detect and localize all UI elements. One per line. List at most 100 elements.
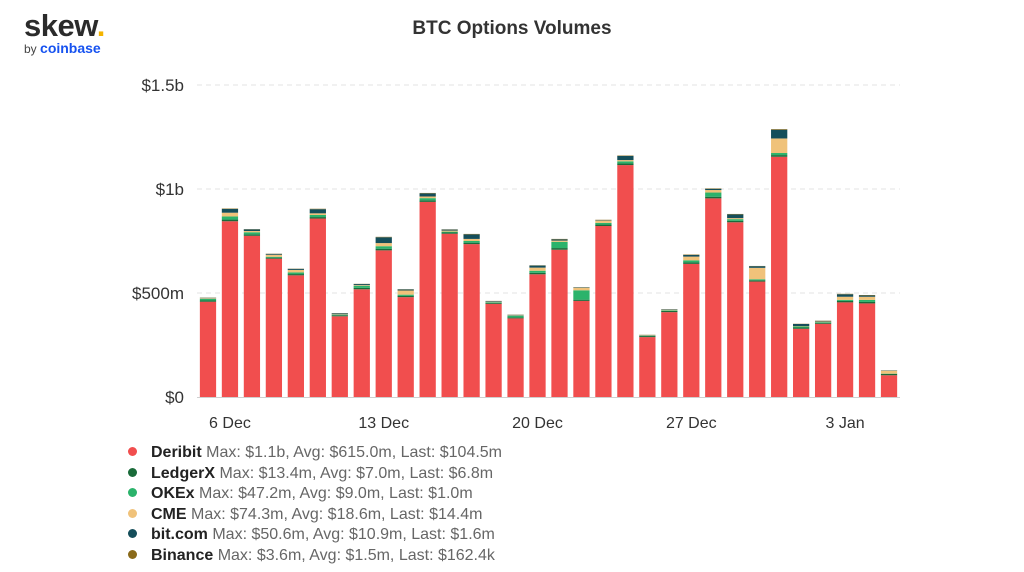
logo-wordmark: skew. (24, 9, 105, 43)
bar-segment (463, 234, 480, 239)
bar-segment (814, 322, 832, 323)
bar-segment (749, 281, 766, 397)
bar-segment (243, 229, 261, 232)
bar-segment (705, 196, 722, 199)
logo-brand-name: coinbase (40, 40, 101, 56)
legend-item[interactable]: LedgerX Max: $13.4m, Avg: $7.0m, Last: $… (128, 464, 502, 485)
bar-segment (309, 218, 326, 397)
x-tick-label: 13 Dec (358, 415, 409, 432)
bar-segment (661, 310, 678, 313)
bar-segment (595, 226, 612, 397)
bar-segment (485, 303, 502, 397)
bar-segment (397, 289, 414, 291)
legend-item[interactable]: Deribit Max: $1.1b, Avg: $615.0m, Last: … (128, 443, 502, 464)
bar-segment (727, 220, 744, 223)
bar-segment (858, 299, 876, 302)
legend-marker (128, 529, 137, 539)
legend-marker (128, 467, 137, 477)
bar-segment (265, 258, 283, 397)
bar-segment (727, 214, 744, 219)
bar-segment (793, 328, 810, 397)
bar-segment (880, 373, 898, 376)
bar-segment (573, 287, 590, 291)
bar-segment (529, 272, 546, 275)
bar-segment (221, 216, 239, 220)
bar-segment (836, 294, 854, 297)
bar-segment (397, 290, 414, 295)
legend-series-name: OKEx (151, 485, 195, 503)
bar-segment (265, 256, 283, 258)
bar-segment (749, 267, 766, 280)
bar-segment (353, 284, 370, 286)
bar-segment (573, 300, 590, 397)
bar-segment (485, 302, 502, 303)
bar-segment (573, 290, 590, 300)
y-tick-label: $1b (156, 180, 184, 199)
bar-segment (617, 155, 634, 161)
bar-segment (793, 327, 810, 329)
legend-series-stats: Max: $50.6m, Avg: $10.9m, Last: $1.6m (207, 526, 495, 544)
bar-segment (309, 217, 326, 219)
bar-segment (485, 301, 502, 302)
bar-segment (419, 200, 436, 202)
logo-byline: by coinbase (24, 40, 105, 56)
bar-segment (287, 274, 304, 276)
bar-segment (507, 315, 524, 318)
bar-segment (353, 289, 370, 397)
legend-series-name: bit.com (151, 526, 208, 544)
bar-segment (617, 163, 634, 166)
x-tick-label: 27 Dec (666, 415, 717, 432)
legend-series-stats: Max: $74.3m, Avg: $18.6m, Last: $14.4m (186, 505, 483, 523)
bar-segment (705, 192, 722, 197)
bar-segment (551, 249, 568, 397)
legend-series-name: Binance (151, 546, 214, 564)
bar-segment (683, 260, 700, 263)
bar-segment (243, 232, 261, 235)
bar-segment (287, 269, 304, 273)
bar-segment (221, 221, 239, 397)
bar-segment (397, 297, 414, 397)
y-tick-label: $1.5b (141, 76, 184, 95)
logo-dot: . (96, 8, 106, 43)
bar-segment (485, 302, 502, 304)
bar-segment (595, 224, 612, 227)
bar-segment (617, 165, 634, 397)
bar-segment (309, 209, 326, 214)
bar-segment (727, 219, 744, 221)
bar-segment (441, 233, 458, 397)
bar-segment (551, 248, 568, 250)
legend-item[interactable]: CME Max: $74.3m, Avg: $18.6m, Last: $14.… (128, 505, 502, 526)
bar-segment (573, 299, 590, 301)
bar-segment (551, 240, 568, 242)
bar-segment (309, 213, 326, 215)
bar-segment (353, 285, 370, 286)
bar-segment (397, 295, 414, 298)
bar-segment (814, 323, 832, 397)
bar-segment (639, 336, 656, 338)
bar-segment (793, 326, 810, 328)
bar-segment (375, 250, 392, 397)
x-tick-label: 20 Dec (512, 415, 563, 432)
bar-segment (353, 285, 370, 288)
bar-segment (441, 231, 458, 233)
bar-segment (814, 322, 832, 324)
bar-segment (858, 301, 876, 304)
bar-segment (375, 246, 392, 249)
legend-item[interactable]: OKEx Max: $47.2m, Avg: $9.0m, Last: $1.0… (128, 484, 502, 505)
bar-segment (331, 314, 348, 316)
bar-segment (880, 375, 898, 397)
bar-segment (551, 239, 568, 241)
bar-segment (287, 268, 304, 270)
bar-segment (683, 263, 700, 397)
bar-segment (199, 301, 217, 397)
bar-segment (858, 303, 876, 397)
bar-segment (771, 138, 788, 154)
legend-series-stats: Max: $13.4m, Avg: $7.0m, Last: $6.8m (215, 464, 494, 482)
legend-series-name: LedgerX (151, 464, 216, 482)
legend-item[interactable]: bit.com Max: $50.6m, Avg: $10.9m, Last: … (128, 525, 502, 546)
legend-item[interactable]: Binance Max: $3.6m, Avg: $1.5m, Last: $1… (128, 546, 502, 567)
bar-segment (419, 196, 436, 199)
bar-segment (551, 241, 568, 249)
bar-segment (529, 270, 546, 273)
bar-segment (814, 321, 832, 323)
